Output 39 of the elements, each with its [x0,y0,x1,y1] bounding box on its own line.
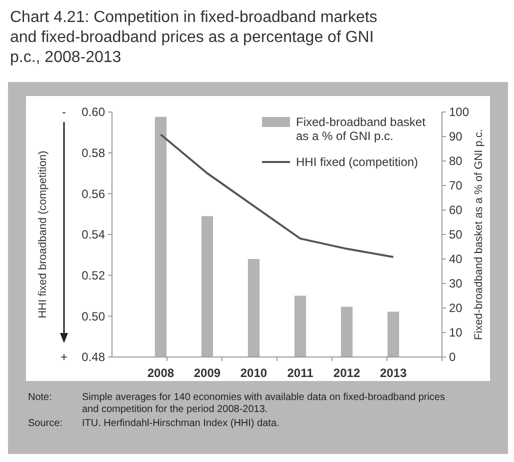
y2-tick-label: 70 [449,178,463,193]
x-tick-label: 2012 [333,366,360,380]
y2-tick-label: 0 [449,350,456,364]
y-tick-label: 0.56 [82,186,106,201]
y-tick-label: 0.52 [82,268,106,283]
y-tick-label: 0.50 [82,309,106,324]
x-tick-label: 2010 [240,366,268,380]
y2-tick-label: 80 [449,154,463,168]
bar [294,296,306,357]
x-tick-label: 2009 [194,366,221,380]
text: Note: Simple averages for 140 economies with available data on fixed-broadband prices and competition for the period 2008-2013. [28,392,445,415]
y2-tick-label: 50 [449,228,463,242]
chart-title: Chart 4.21: Competition in fixed-broadband markets and fixed-broadband prices as a percentage of GNI p.c., 2008-2013 [10,9,378,66]
bar [154,116,167,357]
y-axis-title: HHI fixed broadband (competition) [37,150,49,318]
text: Source: ITU. Herfindahl-Hirschman Index (HHI) data. [28,418,280,429]
y2-tick-label: 90 [449,130,463,144]
x-tick-label: 2008 [147,366,174,380]
bar [387,312,400,357]
bar [340,306,353,357]
legend-label: HHI fixed (competition) [296,155,418,170]
text: - [62,105,66,120]
y2-tick-label: 60 [449,203,463,218]
legend-label: Fixed-broadband basket as a % of GNI p.c. [296,115,426,144]
y-tick-label: 0.54 [82,228,106,242]
y-tick-label: 0.58 [82,146,106,160]
y-tick-label: 0.60 [82,105,106,120]
y2-axis-title: Fixed-broadband basket as a % of GNI p.c. [473,129,485,340]
x-tick-label: 2013 [380,366,407,380]
y-tick-label: 0.48 [82,350,106,364]
y2-tick-label: 40 [449,252,463,266]
bar [201,216,214,357]
text: + [60,350,68,364]
y2-tick-label: 20 [449,301,463,316]
y2-tick-label: 100 [449,105,470,120]
y2-tick-label: 30 [449,276,463,291]
x-tick-label: 2011 [287,366,314,380]
bar [248,259,260,357]
y2-tick-label: 10 [449,326,463,340]
